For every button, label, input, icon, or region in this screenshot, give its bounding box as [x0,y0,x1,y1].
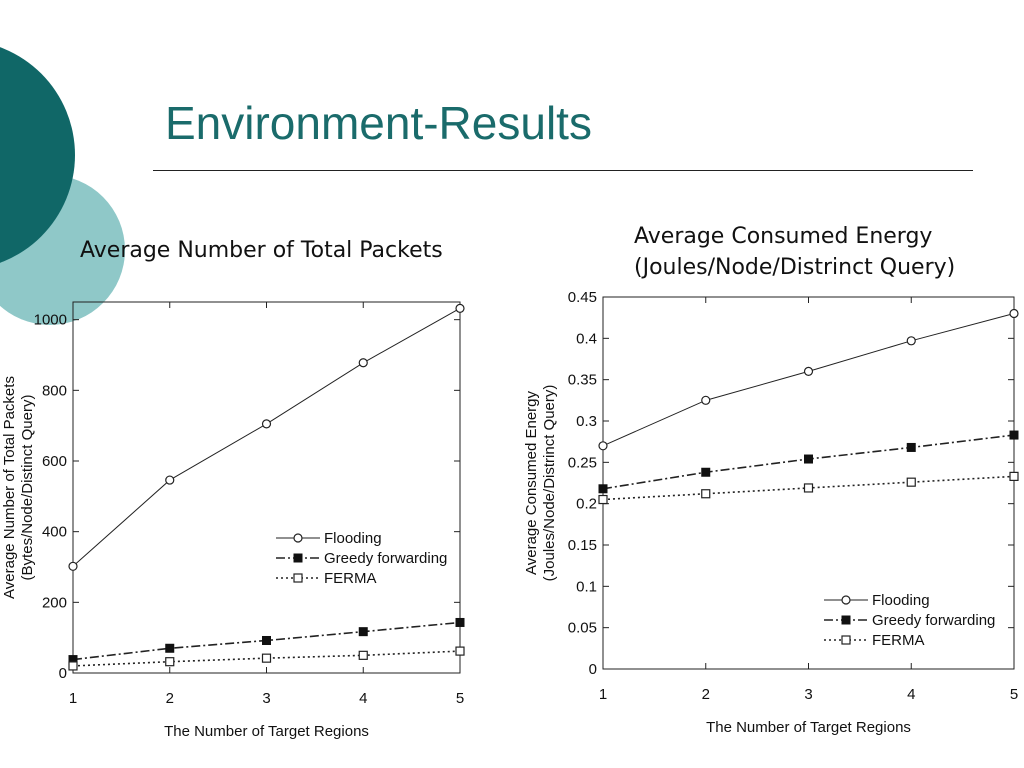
chart2-x-tick-label: 1 [599,686,607,703]
chart2-legend-label-flooding: Flooding [872,592,930,609]
chart2-data-point-flooding [701,395,711,405]
chart1-series-line-flooding [72,307,461,567]
chart2-x-axis-label: The Number of Target Regions [706,719,911,736]
chart2-x-tick-label: 5 [1010,686,1018,703]
chart2-y-tick-label: 0.1 [576,578,597,595]
chart2-data-point-greedy-forwarding [804,454,813,464]
chart2-y-tick-label: 0.45 [568,289,597,306]
chart2-series-ferma [598,471,1019,505]
chart2-x-tick-label: 2 [702,686,710,703]
chart1-data-point-flooding [358,358,368,368]
chart1-y-axis-label-line: (Bytes/Node/Distinct Query) [19,395,36,581]
chart1-y-tick-label: 0 [59,665,67,682]
chart1-data-point-ferma [68,661,78,671]
chart1-legend-marker-greedy-forwarding [293,553,303,563]
chart2-data-point-ferma [803,483,814,493]
chart2-data-point-greedy-forwarding [701,467,711,477]
chart2-x-tick-label: 4 [907,686,915,703]
chart2-y-tick-label: 0.25 [568,454,597,471]
chart1-x-axis-label: The Number of Target Regions [164,723,369,740]
decorative-circles [0,47,125,325]
chart2-x-tick-label: 3 [804,686,812,703]
chart2-data-point-greedy-forwarding [598,484,608,494]
chart2-y-tick-label: 0.05 [568,620,597,637]
slide-title: Environment-Results [165,97,592,149]
chart2-data-point-ferma [701,489,711,499]
chart2-data-point-greedy-forwarding [1009,430,1019,440]
chart1-data-point-greedy-forwarding [455,617,465,627]
right-chart-caption: Average Consumed Energy (Joules/Node/Dis… [634,224,956,280]
energy-chart: 0 0.05 0.1 0.15 0.2 0.25 0.3 0.35 0.4 0.45 1 2 3 4 5 Th… [523,289,1019,736]
chart1-plot-frame [72,301,461,674]
chart2-y-axis-label-line: Average Consumed Energy [523,391,540,575]
chart1-legend-marker-flooding [293,533,303,543]
chart1-y-tick-label: 600 [42,453,67,470]
chart1-legend-label-greedy-forwarding: Greedy forwarding [324,550,447,567]
chart2-data-point-ferma [906,477,916,487]
chart2-series-greedy-forwarding [598,430,1019,494]
chart2-legend: Flooding Greedy forwarding FERMA [824,592,995,649]
chart1-series-flooding [68,303,465,571]
chart2-y-axis-label: Average Consumed Energy(Joules/Node/Dist… [523,385,558,582]
chart2-y-axis-label-line: (Joules/Node/Distrinct Query) [541,385,558,582]
chart2-series-line-flooding [602,313,1015,447]
chart2-data-point-ferma [1009,471,1019,481]
chart1-data-point-ferma [455,646,465,656]
chart1-legend-marker-ferma [293,573,303,583]
chart2-data-point-greedy-forwarding [906,442,916,452]
left-chart-caption: Average Number of Total Packets [80,238,443,263]
chart1-y-tick-label: 1000 [34,312,67,329]
chart2-legend-marker-ferma [841,635,851,645]
chart1-data-point-greedy-forwarding [358,627,368,637]
chart1-x-tick-label: 5 [456,690,464,707]
chart1-data-point-ferma [358,650,368,660]
chart2-y-tick-label: 0.4 [576,330,597,347]
chart2-y-tick-label: 0.2 [576,496,597,513]
chart2-data-point-flooding [803,366,814,377]
chart1-y-axis-label-line: Average Number of Total Packets [1,376,18,599]
chart2-legend-label-greedy-forwarding: Greedy forwarding [872,612,995,629]
chart1-y-axis-label: Average Number of Total Packets(Bytes/No… [1,376,36,599]
chart1-legend-label-ferma: FERMA [324,570,377,587]
chart2-y-tick-label: 0 [589,661,597,678]
chart2-data-point-ferma [598,494,608,505]
chart1-x-tick-label: 2 [166,690,174,707]
chart1-x-tick-label: 4 [359,690,367,707]
chart2-legend-marker-flooding [841,595,851,605]
chart1-x-tick-label: 3 [262,690,270,707]
chart1-data-point-flooding [165,475,175,485]
chart2-y-tick-label: 0.35 [568,372,597,389]
chart2-data-point-flooding [906,336,916,346]
chart1-data-point-ferma [261,653,272,663]
chart2-y-tick-label: 0.15 [568,537,597,554]
chart1-data-point-ferma [165,657,175,667]
chart2-data-point-flooding [1009,308,1019,319]
chart1-y-tick-label: 800 [42,382,67,399]
chart1-x-tick-label: 1 [69,690,77,707]
chart1-legend-label-flooding: Flooding [324,530,382,547]
title-divider [153,170,973,171]
chart1-series-greedy-forwarding [68,617,465,665]
chart2-legend-marker-greedy-forwarding [841,615,851,625]
packets-chart: 0 200 400 600 800 1000 1 2 3 4 5 The Number of Targ… [1,301,465,740]
chart1-y-tick-label: 200 [42,594,67,611]
chart2-data-point-flooding [598,441,608,451]
chart1-legend: Flooding Greedy forwarding FERMA [276,530,447,587]
chart1-data-point-greedy-forwarding [165,643,175,653]
chart2-series-flooding [598,308,1019,451]
chart1-data-point-flooding [261,419,272,429]
dark-circle [0,47,75,263]
chart1-data-point-greedy-forwarding [262,635,271,645]
chart1-data-point-flooding [455,303,465,313]
chart2-y-tick-label: 0.3 [576,413,597,430]
chart2-legend-label-ferma: FERMA [872,632,925,649]
chart1-data-point-flooding [68,561,78,571]
chart1-series-ferma [68,646,465,671]
chart1-y-tick-label: 400 [42,524,67,541]
